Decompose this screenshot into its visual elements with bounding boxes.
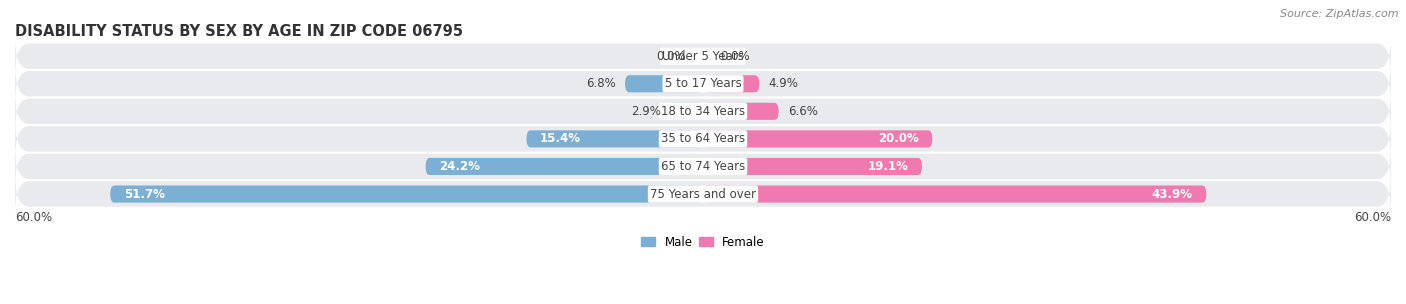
FancyBboxPatch shape [15,36,1391,77]
Text: 65 to 74 Years: 65 to 74 Years [661,160,745,173]
Text: Under 5 Years: Under 5 Years [662,50,744,63]
Text: 19.1%: 19.1% [868,160,908,173]
Text: 2.9%: 2.9% [631,105,661,118]
Text: 43.9%: 43.9% [1152,188,1192,201]
Text: 18 to 34 Years: 18 to 34 Years [661,105,745,118]
Text: DISABILITY STATUS BY SEX BY AGE IN ZIP CODE 06795: DISABILITY STATUS BY SEX BY AGE IN ZIP C… [15,24,463,39]
FancyBboxPatch shape [703,158,922,175]
FancyBboxPatch shape [15,63,1391,104]
Text: 24.2%: 24.2% [439,160,479,173]
FancyBboxPatch shape [15,174,1391,214]
FancyBboxPatch shape [626,75,703,92]
Text: 0.0%: 0.0% [657,50,686,63]
Text: 0.0%: 0.0% [720,50,749,63]
FancyBboxPatch shape [426,158,703,175]
FancyBboxPatch shape [526,130,703,147]
Text: 20.0%: 20.0% [877,133,918,145]
Legend: Male, Female: Male, Female [637,231,769,253]
FancyBboxPatch shape [15,146,1391,187]
Text: 15.4%: 15.4% [540,133,581,145]
FancyBboxPatch shape [110,185,703,202]
Text: 75 Years and over: 75 Years and over [650,188,756,201]
FancyBboxPatch shape [669,103,703,120]
FancyBboxPatch shape [703,103,779,120]
FancyBboxPatch shape [703,185,1206,202]
Text: 35 to 64 Years: 35 to 64 Years [661,133,745,145]
FancyBboxPatch shape [15,91,1391,132]
FancyBboxPatch shape [703,130,932,147]
FancyBboxPatch shape [703,75,759,92]
Text: 60.0%: 60.0% [15,211,52,224]
Text: 60.0%: 60.0% [1354,211,1391,224]
Text: 51.7%: 51.7% [124,188,165,201]
FancyBboxPatch shape [15,119,1391,159]
Text: 6.8%: 6.8% [586,77,616,90]
Text: 5 to 17 Years: 5 to 17 Years [665,77,741,90]
Text: Source: ZipAtlas.com: Source: ZipAtlas.com [1281,9,1399,19]
Text: 6.6%: 6.6% [787,105,818,118]
Text: 4.9%: 4.9% [768,77,799,90]
